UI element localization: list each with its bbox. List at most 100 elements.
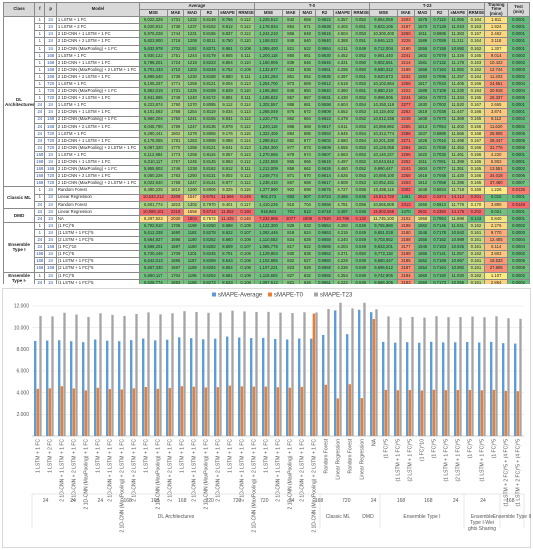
cell-t0-smape: 10.795 [332,214,353,223]
x-p-label: 720 [260,498,269,504]
cell-p: 168 [44,65,57,74]
cell-t0-smape: 4.236 [332,264,353,273]
cell-model: 2 1D-CNN + 2 LSTM + 1 FC [55,172,140,181]
cell-t0-r2: 0.9607 [315,150,334,160]
bar-smape-average [502,343,505,436]
cell-t0-mae: 827 [281,271,300,280]
cell-t23-mae: 2228 [397,37,415,46]
cell-avg-smape: 8.752 [217,65,238,74]
cell-t23-smape: 11.211 [447,37,468,46]
cell-t0-r2: 0.9566 [315,200,334,209]
cell-t0-mad: 638 [298,65,317,74]
cell-model: 2 1D-CNN + 1 LSTM + 1 FC [55,30,140,39]
cell-t0-mse: 1,240,118 [253,122,283,131]
cell-test-time: 0.0002 [507,250,530,259]
bar-smape-average [394,342,397,436]
cell-avg-mae: 1693 [166,278,185,284]
cell-model: 2 1D-CNN + 1 LSTM + 1 FC [55,58,140,67]
cell-t23-smape: 11.402 [447,122,468,131]
cell-t0-mad: 648 [298,30,317,39]
cell-t0-mae: 833 [281,65,300,74]
cell-t23-mae: 2102 [397,214,415,223]
cell-avg-r2: 0.8269 [200,257,219,266]
cell-f: 1 [34,65,46,74]
cell-training-time: 0.015 [484,193,509,202]
cell-t0-rrmse: 0.049 [351,243,371,252]
cell-t23-r2: 0.7164 [430,264,449,273]
cell-training-time: 5.902 [484,158,509,167]
cell-p: 24 [44,101,57,110]
header-t0-mad: MAD [298,9,317,18]
cell-t23-smape: 10.942 [447,228,468,238]
y-tick-label: 2.000 [16,412,29,418]
cell-avg-r2: 0.8119 [200,108,219,117]
cell-t0-smape: 4.497 [332,158,353,167]
cell-avg-mad: 1180 [183,243,202,252]
cell-training-time: 12.405 [484,236,509,245]
cell-t0-r2: 0.9623 [315,115,334,124]
cell-t0-r2: 0.9612 [315,80,334,89]
cell-p: 168 [44,115,57,124]
cell-t0-mae: 822 [281,257,300,266]
cell-t0-mad: 627 [298,257,317,266]
cell-t23-r2: 0.7061 [430,158,449,167]
cell-test-time: 0.0003 [507,65,530,74]
cell-t0-rrmse: 0.052 [351,51,371,60]
cell-f: 24 [34,115,46,124]
bar-smape-t23 [459,317,462,436]
cell-avg-r2: 0.8262 [200,236,219,245]
cell-t0-r2: 0.9659 [315,264,334,273]
cell-t0-rrmse: 0.051 [351,23,371,32]
cell-t23-mad: 1550 [413,278,432,284]
bar-smape-average [346,334,349,436]
smape-chart-container: 2.000 4.000 6.000 8.000 10.000 12.000 sMAPE-Av… [2,288,531,548]
cell-t0-mse: 1,238,410 [253,179,283,188]
cell-t23-mse: 10,012,336 [369,115,399,124]
cell-avg-smape: 8.681 [217,271,238,280]
class-cell: DMD [3,207,36,223]
cell-t0-smape: 4.552 [332,108,353,117]
cell-t23-mad: 1619 [413,108,432,117]
cell-t0-smape: 4.271 [332,250,353,259]
table-row: Classic ML 1 24 Random Forest 6,480,225 1810 1… [3,186,530,209]
cell-t23-mae: 2185 [397,257,415,266]
cell-p: 168 [44,72,57,82]
cell-avg-smape: 9.176 [217,129,238,138]
bar-smape-average [454,342,457,436]
cell-avg-r2: 0.8085 [200,101,219,110]
cell-t0-rrmse: 0.052 [351,94,371,103]
cell-t23-mad: 1626 [413,136,432,145]
cell-avg-rrmse: 0.108 [236,44,255,53]
cell-t23-r2: 0.7070 [430,115,449,124]
cell-t23-mad: 1630 [413,101,432,110]
cell-t0-mse: 1,270,665 [253,150,283,160]
cell-t23-mad: 1612 [413,179,432,188]
cell-training-time: 13.551 [484,165,509,174]
cell-avg-rrmse: 0.111 [236,51,255,60]
cell-t0-r2: 0.9723 [315,193,334,202]
cell-avg-mad: 1196 [183,271,202,280]
cell-t0-mad: 686 [298,129,317,138]
cell-training-time: 28.447 [484,136,509,145]
cell-t23-mae: 2255 [397,122,415,131]
cell-t0-rrmse: 0.049 [351,271,371,280]
bar-smape-t0 [108,389,112,436]
bar-smape-t0 [324,384,328,436]
header-average: Average [138,2,255,11]
bar-smape-t23 [75,314,78,436]
bar-smape-average [478,342,481,436]
bar-smape-average [274,338,277,436]
cell-t0-rrmse: 0.049 [351,257,371,266]
cell-avg-mad: 1247 [183,122,202,131]
cell-t23-r2: 0.6913 [430,200,449,209]
legend-label: sMAPE-T0 [274,293,304,299]
cell-model: 1 LSTM + 1 FC [55,101,140,110]
cell-t23-mae: 2177 [397,243,415,252]
cell-avg-r2: 0.8141 [200,179,219,188]
cell-t0-smape: 4.357 [332,16,353,25]
cell-t23-rrmse: 0.162 [466,271,486,280]
bar-smape-t23 [63,312,66,436]
cell-t0-mae: 902 [281,186,300,195]
cell-training-time: 26.337 [484,94,509,103]
cell-t0-mae: 828 [281,221,300,231]
